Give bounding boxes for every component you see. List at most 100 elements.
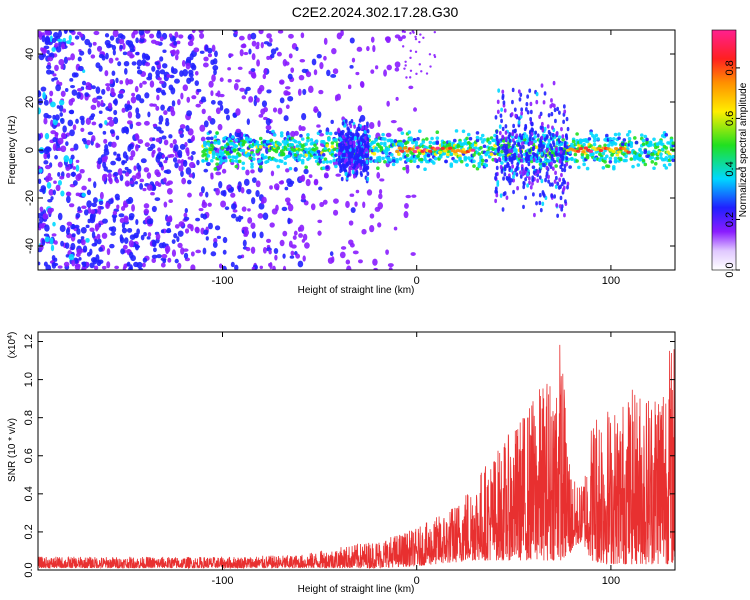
- spectrogram-cell: [495, 165, 499, 171]
- spectrogram-cell: [60, 64, 64, 70]
- spectrogram-cell: [304, 142, 309, 146]
- spectrogram-cell: [115, 178, 120, 184]
- spectrogram-cell: [412, 31, 415, 34]
- spectrogram-cell: [168, 134, 173, 139]
- spectrogram-cell: [463, 157, 468, 162]
- spectrogram-cell: [562, 187, 565, 193]
- spectrogram-cell: [45, 69, 52, 75]
- x-tick-label: 100: [602, 275, 620, 287]
- spectrogram-cell: [104, 39, 111, 46]
- spectrogram-cell: [330, 74, 337, 78]
- spectrogram-cell: [251, 197, 256, 205]
- spectrogram-cell: [210, 136, 214, 141]
- spectrogram-cell: [154, 169, 160, 176]
- spectrogram-heatmap: [38, 30, 675, 270]
- spectrogram-cell: [505, 149, 509, 155]
- spectrogram-cell: [555, 146, 558, 151]
- spectrogram-cell: [125, 39, 131, 46]
- spectrogram-cell: [115, 77, 119, 84]
- spectrogram-cell: [53, 257, 58, 262]
- spectrogram-cell: [299, 153, 303, 158]
- spectrogram-cell: [299, 134, 303, 138]
- spectrogram-cell: [496, 140, 500, 145]
- spectrogram-cell: [368, 122, 375, 130]
- spectrogram-cell: [606, 143, 611, 148]
- spectrogram-cell: [504, 146, 508, 151]
- spectrogram-cell: [62, 125, 67, 133]
- spectrogram-cell: [139, 98, 145, 104]
- spectrogram-cell: [318, 186, 323, 191]
- spectrogram-cell: [301, 238, 305, 243]
- spectrogram-cell: [650, 155, 655, 160]
- colorbar-tick-label: 0.8: [724, 60, 736, 75]
- spectrogram-cell: [639, 151, 644, 155]
- spectrogram-cell: [524, 195, 527, 201]
- spectrogram-cell: [353, 161, 357, 166]
- spectrogram-cell: [410, 147, 415, 151]
- spectrogram-cell: [177, 98, 181, 106]
- spectrogram-cell: [527, 161, 531, 167]
- spectrogram-cell: [185, 125, 190, 132]
- spectrogram-cell: [211, 74, 216, 82]
- snr-x-axis-label: Height of straight line (km): [298, 584, 415, 595]
- spectrogram-cell: [207, 47, 213, 54]
- spectrogram-cell: [369, 224, 375, 233]
- spectrogram-cell: [151, 254, 158, 259]
- spectrogram-cell: [182, 248, 189, 252]
- spectrogram-cell: [292, 235, 297, 240]
- spectrogram-cell: [66, 191, 71, 196]
- spectrogram-cell: [124, 166, 129, 171]
- spectrogram-cell: [213, 147, 218, 151]
- spectrogram-cell: [86, 189, 92, 196]
- spectrogram-cell: [250, 32, 257, 40]
- spectrogram-cell: [626, 150, 631, 154]
- spectrogram-cell: [523, 126, 527, 132]
- spectrogram-cell: [266, 89, 272, 94]
- x-tick-label: -100: [211, 275, 233, 287]
- spectrogram-cell: [530, 121, 534, 127]
- spectrogram-cell: [134, 180, 138, 185]
- spectrogram-cell: [369, 159, 373, 164]
- spectrogram-cell: [144, 62, 151, 67]
- spectrogram-cell: [154, 197, 161, 202]
- spectrogram-cell: [55, 84, 62, 92]
- spectrogram-cell: [239, 87, 246, 92]
- x-tick-label: -100: [211, 575, 233, 587]
- spectrogram-cell: [562, 119, 566, 125]
- spectrogram-cell: [129, 180, 134, 185]
- snr-y-multiplier: (x104): [7, 332, 19, 359]
- spectrogram-cell: [64, 242, 70, 249]
- spectrogram-cell: [332, 68, 339, 75]
- spectrogram-cell: [592, 139, 597, 143]
- spectrogram-cell: [535, 145, 539, 150]
- spectrogram-cell: [504, 156, 508, 161]
- spectrogram-cell: [596, 137, 600, 141]
- spectrogram-cell: [119, 236, 125, 244]
- spectrogram-cell: [405, 149, 410, 153]
- spectrogram-cell: [525, 134, 529, 139]
- spectrogram-cell: [591, 152, 595, 156]
- spectrogram-cell: [215, 171, 222, 176]
- spectrogram-cell: [127, 111, 133, 119]
- spectrogram-cell: [82, 245, 88, 253]
- spectrogram-cell: [234, 138, 239, 142]
- spectrogram-cell: [161, 241, 166, 249]
- spectrogram-cell: [653, 161, 658, 166]
- spectrogram-cell: [213, 135, 218, 139]
- spectrogram-cell: [405, 140, 410, 144]
- spectrogram-cell: [199, 191, 203, 197]
- spectrogram-cell: [561, 181, 564, 187]
- spectrogram-cell: [193, 47, 200, 53]
- spectrogram-cell: [412, 137, 417, 142]
- spectrogram-cell: [255, 190, 260, 198]
- spectrogram-cell: [84, 92, 90, 97]
- spectrogram-cell: [75, 173, 82, 182]
- spectrogram-cell: [501, 93, 505, 99]
- spectrogram-cell: [256, 59, 260, 67]
- spectrogram-cell: [265, 159, 270, 164]
- spectrogram-cell: [503, 108, 507, 113]
- spectrogram-cell: [297, 260, 304, 268]
- spectrogram-cell: [240, 187, 245, 194]
- spectrogram-cell: [346, 265, 352, 270]
- spectrogram-cell: [69, 30, 75, 33]
